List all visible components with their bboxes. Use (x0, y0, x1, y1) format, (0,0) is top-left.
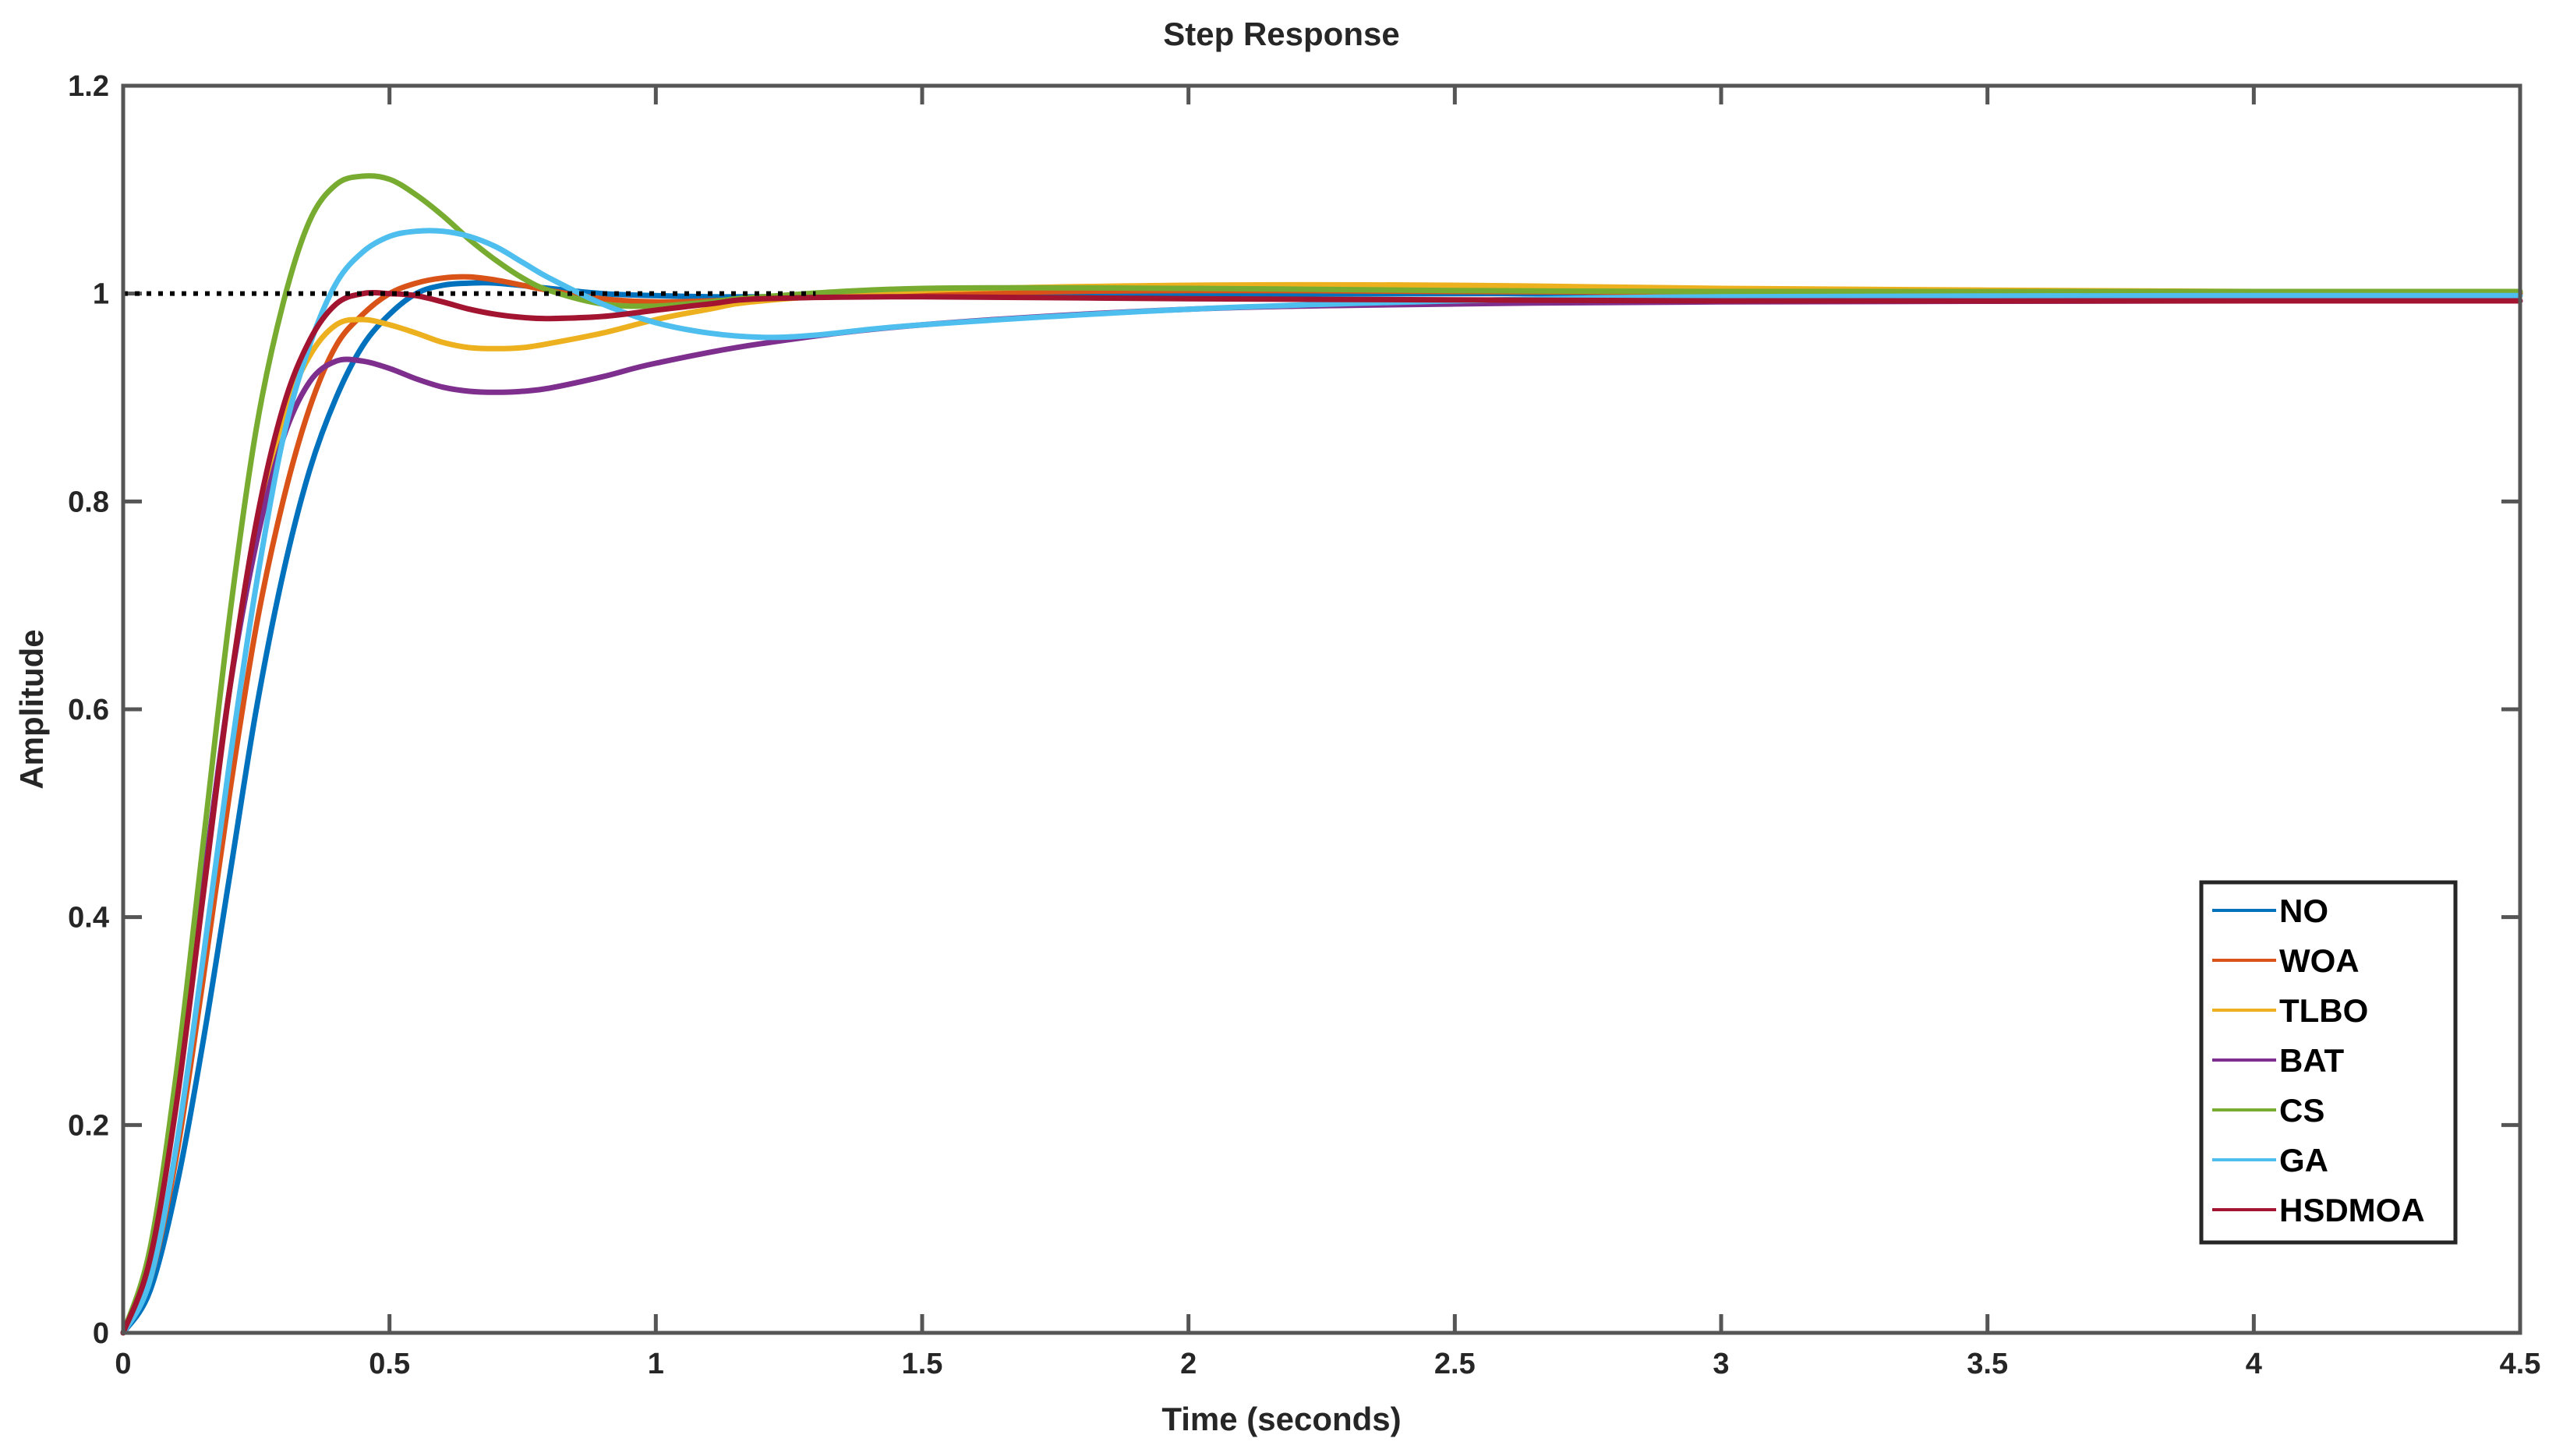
legend-entries: NO WOA TLBO BAT CS GA HSDMOA (2212, 892, 2425, 1228)
y-tick-label: 0.8 (68, 486, 109, 518)
x-tick-label: 3.5 (1967, 1348, 2008, 1380)
plot-area (120, 173, 2523, 1336)
legend-label: CS (2279, 1092, 2324, 1129)
x-tick-label: 4.5 (2500, 1348, 2541, 1380)
legend: NO WOA TLBO BAT CS GA HSDMOA (2199, 880, 2458, 1245)
legend-label: NO (2279, 892, 2328, 929)
x-tick-label: 1 (648, 1348, 664, 1380)
x-tick-label: 3 (1713, 1348, 1729, 1380)
x-tick-label: 2 (1180, 1348, 1197, 1380)
series-line-hsdmoa (120, 290, 2523, 1336)
x-tick-label: 4 (2246, 1348, 2262, 1380)
axis-tick-labels: 0 0.5 1 1.5 2 2.5 3 3.5 4 4.5 0 0.2 0.4 0.6 0.8 1 1.2 (68, 70, 2540, 1380)
legend-box (2199, 880, 2458, 1245)
legend-label: WOA (2279, 942, 2360, 979)
y-axis-label: Amplitude (13, 629, 50, 789)
axes-frame (121, 83, 2522, 1335)
x-tick-label: 0.5 (369, 1348, 410, 1380)
x-tick-label: 0 (115, 1348, 131, 1380)
x-tick-label: 2.5 (1434, 1348, 1476, 1380)
y-tick-label: 1 (93, 278, 109, 311)
y-tick-label: 1.2 (68, 70, 109, 103)
series-line-cs (120, 173, 2523, 1336)
legend-label: HSDMOA (2279, 1192, 2425, 1228)
legend-label: GA (2279, 1142, 2328, 1179)
y-tick-label: 0.2 (68, 1109, 109, 1142)
x-axis-label: Time (seconds) (1161, 1401, 1401, 1437)
legend-label: TLBO (2279, 992, 2368, 1029)
y-tick-label: 0.4 (68, 902, 109, 935)
x-tick-label: 1.5 (902, 1348, 943, 1380)
chart-title: Step Response (1163, 16, 1399, 52)
axis-ticks (121, 83, 2522, 1335)
legend-label: BAT (2279, 1042, 2345, 1079)
y-tick-label: 0 (93, 1317, 109, 1350)
y-tick-label: 0.6 (68, 694, 109, 726)
